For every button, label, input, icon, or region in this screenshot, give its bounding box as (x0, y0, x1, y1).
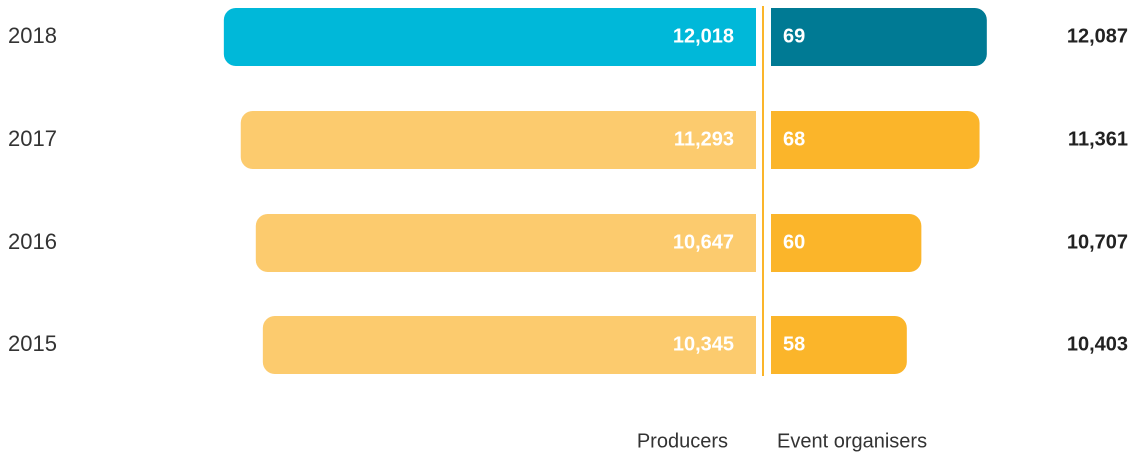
bar (771, 111, 980, 169)
value-label: 11,293 (674, 128, 734, 150)
value-label: 10,647 (673, 231, 734, 253)
bar (262, 316, 756, 374)
bar-corner (771, 111, 785, 169)
bar (771, 8, 987, 66)
value-label: 69 (783, 25, 805, 47)
bar-corner (742, 316, 756, 374)
legend-label: Producers (637, 430, 728, 452)
year-label: 2018 (8, 23, 57, 48)
bar-corner (742, 214, 756, 272)
bar (255, 214, 756, 272)
bar (771, 316, 907, 374)
bar (223, 8, 757, 66)
total-label: 11,361 (1068, 128, 1128, 150)
bar-corner (771, 316, 785, 374)
bar-corner (742, 8, 756, 66)
year-label: 2017 (8, 126, 57, 151)
value-label: 60 (783, 231, 805, 253)
bar (240, 111, 757, 169)
total-label: 10,403 (1067, 333, 1128, 355)
year-label: 2015 (8, 331, 57, 356)
value-label: 12,018 (673, 25, 734, 47)
bar-corner (742, 111, 756, 169)
bar-corner (771, 214, 785, 272)
total-label: 10,707 (1067, 231, 1128, 253)
total-label: 12,087 (1067, 25, 1128, 47)
bar-corner (771, 8, 785, 66)
value-label: 58 (783, 333, 805, 355)
value-label: 68 (783, 128, 805, 150)
year-label: 2016 (8, 229, 57, 254)
value-label: 10,345 (673, 333, 734, 355)
legend-label: Event organisers (777, 430, 927, 452)
bar (771, 214, 922, 272)
